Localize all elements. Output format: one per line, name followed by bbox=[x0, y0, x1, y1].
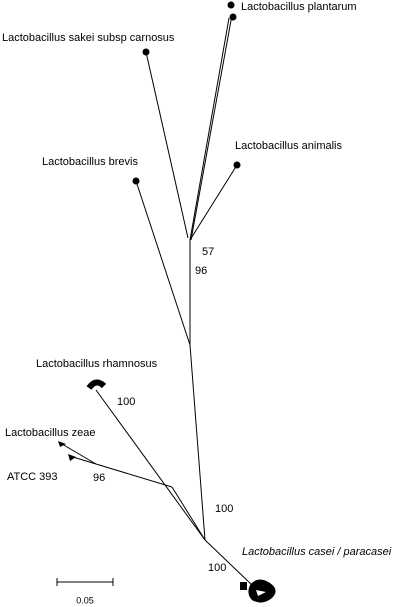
taxon-label: Lactobacillus plantarum bbox=[241, 1, 357, 13]
tip bbox=[248, 579, 276, 603]
tip bbox=[132, 177, 140, 185]
tip bbox=[256, 590, 266, 596]
branch bbox=[72, 456, 97, 465]
branch bbox=[95, 463, 173, 488]
clade-casei bbox=[240, 579, 276, 603]
bootstrap-value: 100 bbox=[208, 562, 226, 574]
branches bbox=[61, 14, 253, 586]
branch bbox=[189, 164, 238, 241]
bootstrap-value: 100 bbox=[117, 396, 135, 408]
tip bbox=[229, 13, 237, 21]
tip bbox=[68, 454, 76, 461]
branch bbox=[61, 443, 97, 465]
bootstrap-value: 96 bbox=[195, 265, 207, 277]
tip bbox=[142, 48, 150, 56]
clade-rhamnosus bbox=[86, 379, 107, 390]
taxon-label: Lactobacillus brevis bbox=[42, 156, 138, 168]
tip bbox=[233, 161, 241, 169]
branch bbox=[135, 180, 191, 346]
taxon-label: Lactobacillus casei / paracasei bbox=[242, 546, 392, 558]
branch bbox=[171, 486, 206, 541]
taxon-label: Lactobacillus animalis bbox=[235, 140, 342, 152]
tips bbox=[58, 1, 276, 603]
scale-label: 0.05 bbox=[76, 595, 94, 605]
taxon-label: ATCC 393 bbox=[7, 471, 58, 483]
branch bbox=[189, 344, 206, 541]
taxon-label: Lactobacillus sakei subsp carnosus bbox=[2, 32, 175, 44]
branch bbox=[189, 17, 230, 241]
bootstrap-value: 96 bbox=[93, 472, 105, 484]
branch bbox=[145, 51, 189, 239]
branch bbox=[204, 539, 253, 586]
branch bbox=[95, 389, 206, 541]
taxon-label: Lactobacillus zeae bbox=[5, 427, 96, 439]
tip bbox=[58, 441, 66, 447]
bootstrap-value: 57 bbox=[202, 246, 214, 258]
tip bbox=[227, 1, 235, 9]
taxon-label: Lactobacillus rhamnosus bbox=[36, 358, 158, 370]
bootstrap-value: 100 bbox=[215, 503, 233, 515]
tip bbox=[240, 582, 247, 590]
branch bbox=[190, 14, 233, 241]
scale-bar: 0.05 bbox=[56, 578, 114, 605]
